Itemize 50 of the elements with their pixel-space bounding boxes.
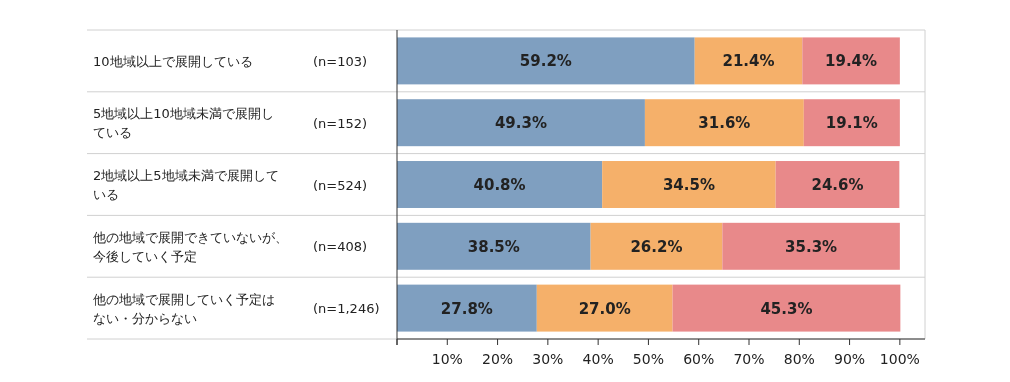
data-label: 27.0% xyxy=(578,299,631,318)
x-tick-label: 80% xyxy=(783,351,815,367)
y2-tick-label: (n=103) xyxy=(313,53,368,69)
data-label: 49.3% xyxy=(494,114,547,133)
x-tick-label: 10% xyxy=(431,351,463,367)
data-label: 34.5% xyxy=(662,176,715,194)
data-label: 40.8% xyxy=(473,176,526,194)
y2-tick-label: (n=524) xyxy=(313,177,368,193)
y-tick-label: 5地域以上10地域未満で展開している xyxy=(93,106,274,141)
x-tick-label: 40% xyxy=(582,351,614,367)
x-tick-label: 90% xyxy=(834,351,866,367)
bar xyxy=(722,222,900,270)
bar xyxy=(536,284,673,332)
data-label: 21.4% xyxy=(722,52,775,71)
bar xyxy=(397,284,537,332)
y-tick-label: 10地域以上で展開している xyxy=(93,53,253,69)
bar xyxy=(602,161,776,208)
bar xyxy=(775,161,900,208)
y2-tick-label: (n=408) xyxy=(313,239,368,255)
bar xyxy=(802,37,900,85)
y-tick-label: 他の地域で展開できていないが、今後していく予定 xyxy=(93,229,288,264)
bar xyxy=(694,37,803,85)
x-tick-label: 30% xyxy=(532,351,564,367)
x-tick-label: 60% xyxy=(683,351,715,367)
data-label: 45.3% xyxy=(760,299,813,318)
y2-tick-label: (n=1,246) xyxy=(313,301,380,317)
data-label: 35.3% xyxy=(785,237,838,256)
bar xyxy=(644,99,804,147)
data-label: 27.8% xyxy=(440,299,493,318)
bar xyxy=(803,99,900,147)
y-tick-label: 他の地域で展開していく予定はない・分からない xyxy=(93,291,275,326)
bar xyxy=(397,37,695,85)
data-label: 59.2% xyxy=(519,52,572,71)
bar xyxy=(590,222,723,270)
x-tick-label: 70% xyxy=(733,351,765,367)
data-label: 19.1% xyxy=(825,114,878,133)
data-label: 38.5% xyxy=(467,237,520,256)
x-tick-label: 100% xyxy=(879,351,920,367)
data-label: 31.6% xyxy=(698,114,751,133)
x-tick-label: 50% xyxy=(632,351,664,367)
y-tick-label: 2地域以上5地域未満で展開している xyxy=(93,168,279,202)
bar xyxy=(397,222,591,270)
bar xyxy=(397,99,645,147)
y2-tick-label: (n=152) xyxy=(313,115,368,131)
bar xyxy=(397,161,603,208)
bar xyxy=(672,284,901,332)
data-label: 24.6% xyxy=(811,176,864,194)
data-label: 19.4% xyxy=(825,52,878,71)
x-tick-label: 20% xyxy=(482,351,514,367)
data-label: 26.2% xyxy=(630,237,683,256)
